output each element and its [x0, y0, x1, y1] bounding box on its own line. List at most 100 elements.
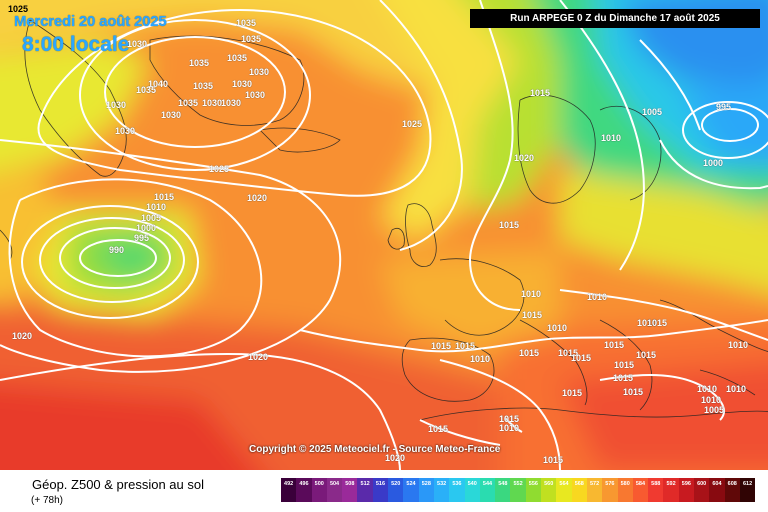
- legend-value: 548: [498, 481, 508, 487]
- isobar-label: 1015: [428, 424, 449, 434]
- legend-swatch: 536: [449, 478, 465, 502]
- legend-value: 568: [574, 481, 584, 487]
- legend-swatch: 560: [541, 478, 557, 502]
- legend-value: 516: [375, 481, 386, 487]
- legend-value: 528: [421, 481, 431, 487]
- legend-value: 580: [620, 481, 630, 487]
- isobar-label: 1015: [530, 88, 551, 98]
- legend-swatch: 544: [479, 478, 496, 502]
- legend-swatch: 608: [724, 478, 740, 502]
- isobar-label: 1015: [154, 192, 175, 202]
- legend-swatch: 588: [648, 478, 664, 502]
- isobar-label: 1025: [402, 119, 423, 129]
- legend-swatch: 528: [418, 478, 434, 502]
- legend-swatch: 492: [281, 478, 297, 502]
- forecast-time: 8:00 locale: [22, 33, 130, 56]
- legend-value: 608: [727, 481, 737, 487]
- isobar-label: 1030: [232, 79, 253, 89]
- isobar-label: 1015: [571, 353, 592, 363]
- isobar-label: 1035: [227, 53, 248, 63]
- legend-value: 540: [467, 481, 477, 487]
- legend-value: 556: [528, 481, 538, 487]
- isobar-label: 1030: [106, 100, 127, 110]
- isobar-lines: [0, 0, 768, 470]
- legend-value: 524: [406, 481, 416, 487]
- isobar-label: 1015: [636, 350, 657, 360]
- isobar-label: 1010: [470, 354, 491, 364]
- forecast-date: Mercredi 20 août 2025: [14, 13, 167, 30]
- legend-swatch: 564: [556, 478, 572, 502]
- isobar-label: 1030: [127, 39, 148, 49]
- legend-value: 536: [452, 481, 462, 487]
- legend-value: 544: [482, 481, 493, 487]
- legend-swatch: 556: [525, 478, 542, 502]
- isobar-label: 1015: [499, 220, 520, 230]
- legend-value: 512: [360, 481, 370, 487]
- legend-swatch: 612: [739, 478, 756, 502]
- chart-title: Géop. Z500 & pression au sol: [32, 477, 204, 492]
- isobar-label: 1035: [189, 58, 210, 68]
- isobar-label: 1000: [136, 223, 157, 233]
- isobar-label: 1015: [613, 373, 634, 383]
- copyright-notice: Copyright © 2025 Meteociel.fr - Source M…: [249, 444, 501, 455]
- isobar-label: 1015: [499, 414, 520, 424]
- isobar-label: 1035: [178, 98, 199, 108]
- legend-value: 604: [712, 481, 722, 487]
- isobar-label: 1015: [558, 348, 579, 358]
- color-scale-legend: 492 496 500 504 508 512 516 520 524 528 532 536 540 5…: [281, 478, 756, 502]
- legend-swatch: 592: [663, 478, 679, 502]
- isobar-label: 1015: [623, 387, 644, 397]
- legend-value: 552: [513, 481, 523, 487]
- isobar-label: 1020: [247, 193, 268, 203]
- corner-pressure-value: 1025: [8, 4, 29, 14]
- isobar-label: 1025: [209, 164, 230, 174]
- isobar-label: 1015: [519, 348, 540, 358]
- isobar-label: 1010: [547, 323, 568, 333]
- isobar-label: 1005: [704, 405, 725, 415]
- isobar-label: 1010: [726, 384, 747, 394]
- isobar-label: 1030: [115, 126, 136, 136]
- isobar-label: 1010: [146, 202, 167, 212]
- isobar-label: 1015: [431, 341, 452, 351]
- legend-value: 572: [589, 481, 600, 487]
- map-svg: [0, 0, 768, 470]
- legend-swatch: 568: [571, 478, 587, 502]
- legend-value: 532: [437, 481, 447, 487]
- isobar-label: 1010: [637, 318, 658, 328]
- isobar-label: 1035: [193, 81, 214, 91]
- isobar-label: 1020: [514, 153, 535, 163]
- legend-swatch: 516: [372, 478, 389, 502]
- legend-value: 584: [635, 481, 646, 487]
- isobar-label: 1020: [385, 453, 406, 463]
- legend-swatch: 600: [694, 478, 710, 502]
- legend-swatch: 540: [464, 478, 480, 502]
- isobar-label: 1015: [543, 455, 564, 465]
- legend-swatch: 580: [617, 478, 633, 502]
- isobar-label: 1040: [148, 79, 169, 89]
- geopotential-field: [0, 0, 768, 470]
- isobar-label: 1010: [499, 423, 520, 433]
- isobar-label: 1035: [241, 34, 262, 44]
- legend-value: 592: [666, 481, 676, 487]
- isobar-label: 1015: [455, 341, 476, 351]
- isobar-label: 1005: [642, 107, 663, 117]
- isobar-label: 1015: [562, 388, 583, 398]
- legend-swatch: 572: [586, 478, 603, 502]
- isobar-label: 1015: [604, 340, 625, 350]
- isobar-label: 1030: [221, 98, 242, 108]
- isobar-label: 1010: [601, 133, 622, 143]
- forecast-lead-time: (+ 78h): [31, 495, 63, 506]
- isobar-label: 1020: [12, 331, 33, 341]
- legend-swatch: 584: [632, 478, 649, 502]
- legend-value: 508: [345, 481, 355, 487]
- isobar-label: 1000: [703, 158, 724, 168]
- isobar-label: 1010: [728, 340, 749, 350]
- legend-swatch: 520: [388, 478, 404, 502]
- legend-swatch: 548: [495, 478, 511, 502]
- legend-swatch: 524: [403, 478, 419, 502]
- legend-value: 588: [651, 481, 661, 487]
- legend-value: 520: [391, 481, 401, 487]
- legend-swatch: 512: [357, 478, 373, 502]
- run-info-banner: Run ARPEGE 0 Z du Dimanche 17 août 2025: [470, 9, 760, 28]
